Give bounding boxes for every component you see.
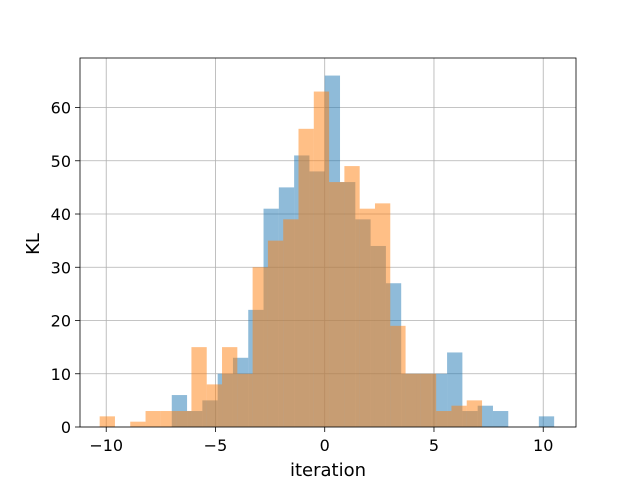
series-b-bar: [436, 411, 452, 427]
y-tick-label: 0: [61, 418, 71, 437]
y-axis-ticks: 0 10 20 30 40 50 60: [51, 99, 80, 437]
series-b-bar: [374, 203, 391, 427]
series-b-bar: [176, 411, 192, 427]
series-b-bar: [99, 416, 115, 427]
series-b-bar: [298, 128, 314, 427]
x-axis-label: iteration: [290, 460, 366, 480]
series-b-bar: [466, 400, 483, 427]
series-a-bar: [538, 416, 555, 427]
y-axis-label: KL: [23, 233, 44, 255]
series-b-bar: [191, 347, 207, 427]
series-b-bar: [390, 325, 406, 427]
y-tick-label: 20: [51, 312, 71, 331]
series-b-bar: [237, 373, 253, 427]
series-b-bar: [160, 411, 177, 427]
x-tick-label: 0: [320, 436, 330, 455]
x-tick-label: 5: [429, 436, 439, 455]
y-tick-label: 40: [51, 205, 71, 224]
series-b-bar: [344, 166, 360, 427]
series-b-bar: [283, 219, 299, 427]
series-b-bar: [145, 411, 161, 427]
series-b-bar: [206, 384, 223, 427]
series-b-bar: [130, 421, 146, 427]
x-tick-label: −5: [204, 436, 228, 455]
series-b-bar: [267, 240, 284, 427]
series-b-bar: [359, 208, 375, 427]
y-tick-label: 10: [51, 365, 71, 384]
y-tick-label: 60: [51, 99, 71, 118]
y-tick-label: 50: [51, 152, 71, 171]
series-b-bar: [451, 405, 467, 427]
series-b-bar: [222, 347, 238, 427]
series-b-bars: [99, 91, 483, 427]
axes-frame: [79, 57, 577, 428]
series-b-bar: [420, 373, 437, 427]
series-b-bar: [329, 182, 345, 427]
series-b-bar: [405, 373, 421, 427]
y-tick-label: 30: [51, 258, 71, 277]
series-b-bar: [313, 91, 330, 427]
series-b-bar: [252, 267, 268, 427]
x-axis-ticks: −10 −5 0 5 10: [89, 427, 553, 455]
series-a-bar: [492, 411, 509, 427]
x-tick-label: 10: [533, 436, 553, 455]
x-tick-label: −10: [89, 436, 123, 455]
